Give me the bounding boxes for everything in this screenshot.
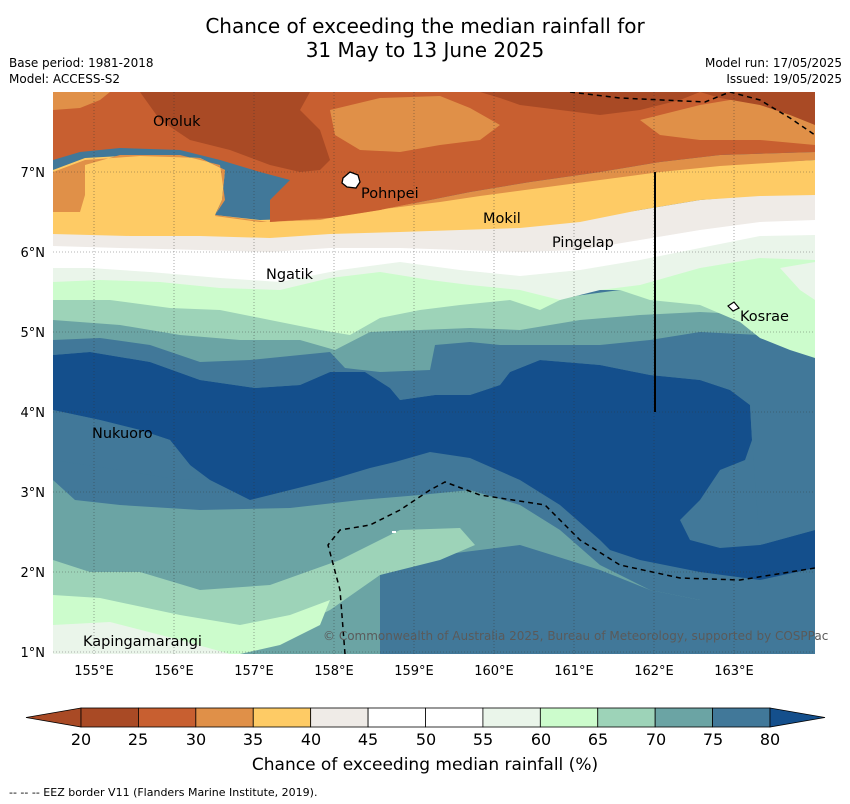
lon-tick: 160°E	[474, 664, 514, 679]
band-75-80-north	[53, 315, 815, 545]
pohnpei-island-icon	[341, 171, 361, 189]
colorbar-swatch	[712, 707, 771, 728]
kosrae-island-icon	[727, 301, 740, 312]
colorbar-label: 25	[128, 730, 148, 749]
colorbar-label: 20	[71, 730, 91, 749]
place-label-mokil: Mokil	[483, 211, 521, 227]
colorbar-title: Chance of exceeding median rainfall (%)	[251, 755, 599, 775]
lat-tick: 2°N	[21, 566, 46, 581]
band-70-75-north	[53, 300, 815, 372]
band-30-35-top-middle	[330, 96, 500, 152]
model-run: Model run: 17/05/2025	[704, 56, 842, 70]
lat-tick: 7°N	[21, 166, 46, 181]
place-label-nukuoro: Nukuoro	[92, 426, 153, 442]
copyright-notice: © Commonwealth of Australia 2025, Bureau…	[323, 629, 828, 643]
lon-tick: 161°E	[554, 664, 594, 679]
band-55-60-south	[53, 622, 230, 654]
colorbar-swatch	[195, 707, 254, 728]
lon-tick: 157°E	[234, 664, 274, 679]
eez-border-south	[327, 481, 815, 654]
base-period: Base period: 1981-2018	[9, 56, 154, 70]
lat-tick: 5°N	[21, 326, 46, 341]
rainfall-contours	[53, 92, 815, 654]
colorbar-label: 35	[243, 730, 263, 749]
latitude-ticks: 7°N 6°N 5°N 4°N 3°N 2°N 1°N	[21, 166, 46, 661]
colorbar-label: 40	[301, 730, 321, 749]
lat-tick: 6°N	[21, 246, 46, 261]
colorbar-extend-high	[769, 707, 826, 728]
colorbar-label: 50	[416, 730, 436, 749]
title-line-2: 31 May to 13 June 2025	[305, 38, 545, 62]
band-20-25	[140, 92, 815, 172]
colorbar-swatch	[367, 707, 426, 728]
band-30-35-top-left	[53, 92, 110, 110]
lat-tick: 1°N	[21, 646, 46, 661]
place-label-kapingamarangi: Kapingamarangi	[83, 634, 202, 650]
graticule	[53, 92, 815, 654]
place-label-pohnpei: Pohnpei	[361, 186, 419, 202]
band-80-plus	[53, 352, 815, 580]
map-title: Chance of exceeding the median rainfall …	[0, 14, 850, 62]
place-labels: Oroluk Pohnpei Mokil Pingelap Ngatik Kos…	[83, 114, 789, 650]
lon-tick: 163°E	[714, 664, 754, 679]
meta-right: Model run: 17/05/2025 Issued: 19/05/2025	[705, 55, 842, 87]
band-50-55	[53, 218, 815, 282]
lon-tick: 162°E	[634, 664, 674, 679]
colorbar-label: 45	[358, 730, 378, 749]
lon-tick: 156°E	[154, 664, 194, 679]
place-label-ngatik: Ngatik	[266, 267, 314, 283]
title-line-1: Chance of exceeding the median rainfall …	[205, 14, 645, 38]
colorbar-swatch	[597, 707, 656, 728]
colorbar-swatch	[654, 707, 713, 728]
colorbar-swatch	[252, 707, 312, 728]
colorbar-label: 75	[703, 730, 723, 749]
model-name: Model: ACCESS-S2	[9, 72, 121, 86]
eez-footnote: -- -- -- EEZ border V11 (Flanders Marine…	[9, 786, 318, 799]
lon-tick: 159°E	[394, 664, 434, 679]
meta-left: Base period: 1981-2018 Model: ACCESS-S2	[9, 55, 154, 87]
colorbar-swatch	[80, 707, 139, 728]
colorbar-label: 60	[531, 730, 551, 749]
colorbar-label: 55	[473, 730, 493, 749]
place-label-pingelap: Pingelap	[552, 235, 614, 251]
eez-border-north	[569, 92, 815, 136]
place-label-kosrae: Kosrae	[740, 309, 789, 325]
colorbar	[25, 707, 826, 728]
place-label-oroluk: Oroluk	[153, 114, 201, 130]
colorbar-labels: 20 25 30 35 40 45 50 55 60 65 70 75 80	[71, 730, 780, 749]
colorbar-label: 30	[186, 730, 206, 749]
colorbar-label: 70	[646, 730, 666, 749]
lat-tick: 3°N	[21, 486, 46, 501]
band-75-80-pocket	[53, 410, 200, 480]
colorbar-swatch	[482, 707, 541, 728]
lon-tick: 158°E	[314, 664, 354, 679]
lat-tick: 4°N	[21, 406, 46, 421]
colorbar-swatch	[310, 707, 369, 728]
colorbar-extend-low	[25, 707, 82, 728]
colorbar-swatch	[425, 707, 484, 728]
colorbar-label: 80	[760, 730, 780, 749]
longitude-ticks: 155°E 156°E 157°E 158°E 159°E 160°E 161°…	[74, 664, 754, 679]
colorbar-swatch	[539, 707, 599, 728]
lon-tick: 155°E	[74, 664, 114, 679]
colorbar-label: 65	[588, 730, 608, 749]
colorbar-swatch	[138, 707, 197, 728]
issued-date: Issued: 19/05/2025	[726, 72, 842, 86]
